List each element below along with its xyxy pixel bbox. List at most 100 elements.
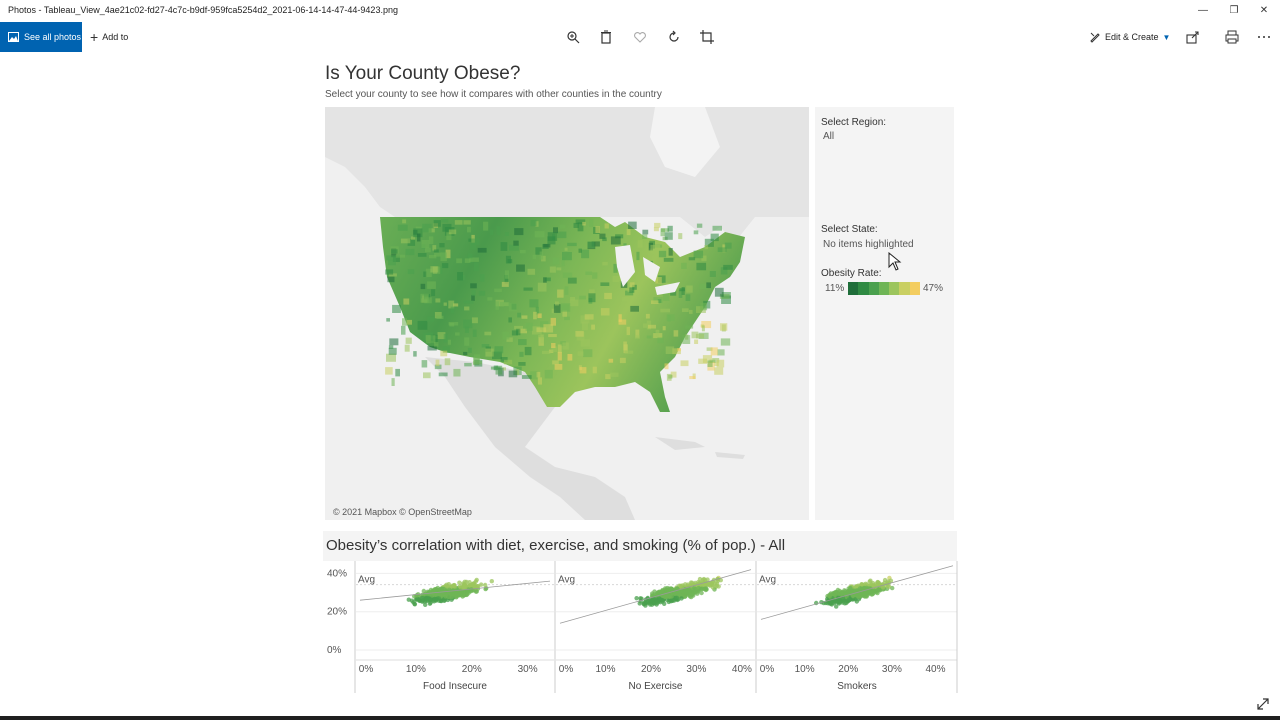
scatter-point <box>687 590 692 595</box>
county-cell <box>534 231 545 238</box>
county-cell <box>518 339 527 346</box>
scatter-point <box>857 586 863 591</box>
see-all-photos-button[interactable]: See all photos <box>0 22 82 52</box>
select-state-label: Select State: <box>821 224 878 235</box>
county-cell <box>599 233 606 239</box>
county-cell <box>542 350 551 355</box>
county-cell <box>467 253 473 259</box>
county-cell <box>471 294 475 301</box>
county-cell <box>463 220 471 225</box>
scatter-point <box>423 602 428 607</box>
county-cell <box>495 301 499 310</box>
county-cell <box>421 240 430 248</box>
county-cell <box>478 290 486 296</box>
county-cell <box>464 306 470 311</box>
plus-icon: + <box>90 29 99 45</box>
county-cell <box>402 219 407 224</box>
county-cell <box>719 293 730 299</box>
map-canvas[interactable] <box>325 107 809 520</box>
county-cell <box>645 313 650 319</box>
county-cell <box>453 303 459 307</box>
scatter-point <box>845 589 851 594</box>
scatter-point <box>471 581 476 586</box>
print-icon[interactable] <box>1224 29 1240 45</box>
county-cell <box>585 271 592 275</box>
scatter-point <box>864 591 869 596</box>
county-cell <box>392 255 400 262</box>
rate-max-label: 47% <box>923 283 944 294</box>
x-tick-label: 30% <box>518 664 538 675</box>
restore-icon[interactable]: ❐ <box>1229 5 1239 16</box>
share-icon[interactable] <box>1185 29 1201 45</box>
county-cell <box>405 248 415 256</box>
favorite-icon[interactable] <box>632 29 648 45</box>
scatter-point <box>438 587 443 593</box>
obesity-rate-label: Obesity Rate: <box>821 268 882 279</box>
county-cell <box>518 362 526 366</box>
county-cell <box>504 232 509 236</box>
scatter-point <box>888 578 894 583</box>
zoom-icon[interactable] <box>565 29 581 45</box>
county-cell <box>464 337 470 346</box>
county-cell <box>553 304 561 313</box>
county-cell <box>557 231 567 239</box>
correlation-scatter-charts[interactable]: 40% 20% 0% Avg 0% 10% 20% 30% Food Insecure Avg 0%… <box>323 561 963 696</box>
crop-icon[interactable] <box>699 29 715 45</box>
more-icon[interactable] <box>1256 29 1272 45</box>
county-cell <box>521 315 528 319</box>
county-cell <box>555 301 559 306</box>
state-dropdown[interactable]: No items highlighted <box>823 239 914 250</box>
county-cell <box>504 359 513 365</box>
county-cell <box>581 321 588 331</box>
county-cell <box>704 245 709 250</box>
region-dropdown[interactable]: All <box>823 131 835 142</box>
county-obesity-map[interactable] <box>325 107 809 520</box>
county-cell <box>519 249 526 254</box>
county-cell <box>544 369 553 379</box>
scatter-point <box>442 590 447 595</box>
county-cell <box>655 277 662 284</box>
county-cell <box>562 311 567 318</box>
county-cell <box>554 364 563 370</box>
county-cell <box>483 221 489 231</box>
county-cell <box>567 354 573 361</box>
county-cell <box>532 254 537 260</box>
add-to-button[interactable]: + Add to <box>90 22 128 52</box>
expand-icon[interactable] <box>1256 697 1270 711</box>
legend-swatch <box>848 282 859 295</box>
county-cell <box>413 351 417 357</box>
scatter-point <box>428 600 433 605</box>
county-cell <box>453 368 461 377</box>
county-cell <box>389 273 397 277</box>
county-cell <box>710 233 719 242</box>
county-cell <box>591 241 600 247</box>
x-tick-label: 20% <box>462 664 482 675</box>
edit-create-button[interactable]: Edit & Create ▼ <box>1089 22 1170 52</box>
scatter-point <box>836 599 842 605</box>
county-cell <box>537 282 547 292</box>
minimize-icon[interactable]: — <box>1198 5 1208 16</box>
rotate-icon[interactable] <box>666 29 682 45</box>
scatter-point <box>431 599 437 604</box>
x-tick-label: 30% <box>882 664 902 675</box>
scatter-point <box>447 594 452 600</box>
county-cell <box>604 223 609 229</box>
delete-icon[interactable] <box>598 29 614 45</box>
close-icon[interactable]: ✕ <box>1259 5 1269 16</box>
county-cell <box>716 359 725 368</box>
county-cell <box>658 275 666 283</box>
county-cell <box>519 351 524 357</box>
county-cell <box>696 223 703 228</box>
county-cell <box>464 326 469 333</box>
county-cell <box>521 375 532 379</box>
county-cell <box>551 343 556 348</box>
county-cell <box>449 322 455 327</box>
county-cell <box>443 333 448 343</box>
county-cell <box>664 232 673 240</box>
trend-line <box>559 569 752 624</box>
county-cell <box>642 234 648 239</box>
county-cell <box>557 289 564 298</box>
add-to-label: Add to <box>102 32 129 42</box>
taskbar-edge <box>0 716 1280 720</box>
county-cell <box>406 319 412 325</box>
